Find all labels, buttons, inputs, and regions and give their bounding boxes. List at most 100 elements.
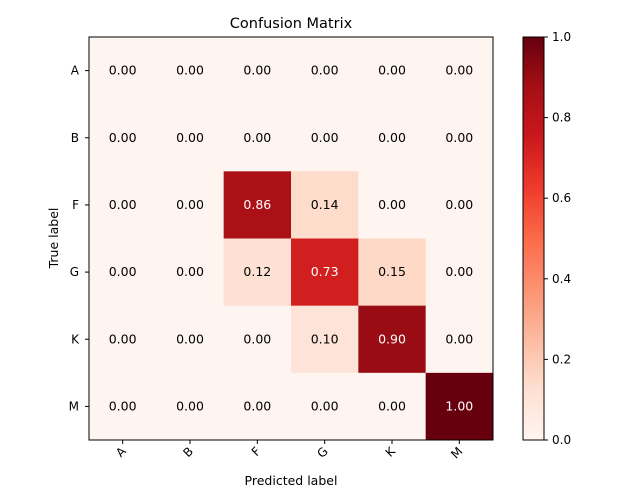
chart-title: Confusion Matrix (230, 16, 353, 32)
cell-m-k (358, 372, 427, 441)
cell-g-m (425, 238, 494, 307)
colorbar-tick-label-1-0: 1.0 (552, 30, 571, 44)
colorbar-tick-label-0-4: 0.4 (552, 272, 571, 286)
cell-b-m (425, 104, 494, 172)
cell-g-b (156, 238, 225, 307)
cell-m-b (156, 372, 225, 441)
cell-value-a-m: 0.00 (445, 63, 473, 78)
cell-a-m (425, 37, 494, 105)
cell-f-m (425, 171, 494, 239)
y-tick-label-a: A (71, 64, 80, 78)
colorbar-tick-label-0-2: 0.2 (552, 352, 571, 366)
cell-value-g-g: 0.73 (311, 264, 339, 279)
cell-value-a-k: 0.00 (378, 63, 406, 78)
cell-value-m-m: 1.00 (445, 398, 473, 413)
cell-k-k (358, 305, 427, 374)
cell-b-a (89, 104, 157, 172)
cell-value-f-k: 0.00 (378, 197, 406, 212)
x-tick-label-k: K (383, 443, 399, 459)
cell-value-b-a: 0.00 (109, 130, 137, 145)
cell-value-b-g: 0.00 (311, 130, 339, 145)
cell-value-m-b: 0.00 (176, 398, 204, 413)
cell-value-f-f: 0.86 (243, 197, 271, 212)
colorbar (522, 36, 545, 441)
cell-b-b (156, 104, 225, 172)
cell-value-g-f: 0.12 (243, 264, 271, 279)
y-tick-label-b: B (71, 131, 79, 145)
cell-value-b-b: 0.00 (176, 130, 204, 145)
cell-value-f-b: 0.00 (176, 197, 204, 212)
cell-value-b-f: 0.00 (243, 130, 271, 145)
cell-value-a-f: 0.00 (243, 63, 271, 78)
x-tick-label-a: A (113, 444, 129, 460)
cell-g-a (89, 238, 157, 307)
y-axis-ticks: A B F G K M (69, 64, 89, 413)
cell-m-a (89, 372, 157, 441)
cell-value-g-k: 0.15 (378, 264, 406, 279)
cell-value-a-a: 0.00 (109, 63, 137, 78)
cell-value-b-k: 0.00 (378, 130, 406, 145)
x-tick-label-g: G (314, 444, 330, 460)
cell-a-a (89, 37, 157, 105)
heatmap-cell-labels: 0.00 0.00 0.00 0.00 0.00 0.00 0.00 0.00 0.00 0.00… (109, 63, 474, 414)
cell-k-f (223, 305, 292, 374)
cell-value-k-k: 0.90 (378, 331, 406, 346)
cell-value-f-g: 0.14 (311, 197, 339, 212)
cell-value-a-g: 0.00 (311, 63, 339, 78)
cell-value-b-m: 0.00 (445, 130, 473, 145)
y-tick-label-g: G (70, 265, 79, 279)
cell-m-g (291, 372, 359, 441)
colorbar-tick-label-0-8: 0.8 (552, 111, 571, 125)
cell-a-g (291, 37, 359, 105)
colorbar-tick-label-0-6: 0.6 (552, 191, 571, 205)
cell-value-m-a: 0.00 (109, 398, 137, 413)
cell-value-a-b: 0.00 (176, 63, 204, 78)
cell-b-g (291, 104, 359, 172)
cell-value-k-m: 0.00 (445, 331, 473, 346)
cell-value-m-g: 0.00 (311, 398, 339, 413)
plot-frame (88, 36, 494, 441)
cell-value-k-a: 0.00 (109, 331, 137, 346)
cell-f-b (156, 171, 225, 239)
cell-value-g-b: 0.00 (176, 264, 204, 279)
x-tick-label-b: B (180, 444, 196, 460)
cell-value-g-m: 0.00 (445, 264, 473, 279)
cell-value-f-m: 0.00 (445, 197, 473, 212)
cell-g-k (358, 238, 427, 307)
cell-g-g (291, 238, 359, 307)
cell-value-k-f: 0.00 (243, 331, 271, 346)
x-axis-label: Predicted label (245, 473, 338, 488)
cell-value-m-f: 0.00 (243, 398, 271, 413)
cell-value-g-a: 0.00 (109, 264, 137, 279)
cell-value-k-g: 0.10 (311, 331, 339, 346)
cell-b-k (358, 104, 427, 172)
cell-f-k (358, 171, 427, 239)
x-tick-label-f: F (249, 444, 264, 459)
cell-a-b (156, 37, 225, 105)
y-tick-label-m: M (69, 399, 79, 413)
y-axis-label: True label (46, 208, 61, 270)
cell-value-f-a: 0.00 (109, 197, 137, 212)
cell-f-g (291, 171, 359, 239)
cell-a-k (358, 37, 427, 105)
y-tick-label-k: K (71, 332, 80, 346)
cell-value-k-b: 0.00 (176, 331, 204, 346)
heatmap-cells (89, 37, 494, 441)
cell-f-a (89, 171, 157, 239)
cell-m-m (425, 372, 494, 441)
cell-m-f (223, 372, 292, 441)
y-tick-label-f: F (72, 198, 79, 212)
cell-a-f (223, 37, 292, 105)
cell-k-b (156, 305, 225, 374)
colorbar-tick-label-0-0: 0.0 (552, 433, 571, 447)
cell-k-a (89, 305, 157, 374)
cell-g-f (223, 238, 292, 307)
cell-value-m-k: 0.00 (378, 398, 406, 413)
x-tick-label-m: M (448, 444, 465, 461)
colorbar-ticks: 0.0 0.2 0.4 0.6 0.8 1.0 (544, 30, 571, 447)
cell-f-f (223, 171, 292, 239)
cell-k-g (291, 305, 359, 374)
cell-k-m (425, 305, 494, 374)
